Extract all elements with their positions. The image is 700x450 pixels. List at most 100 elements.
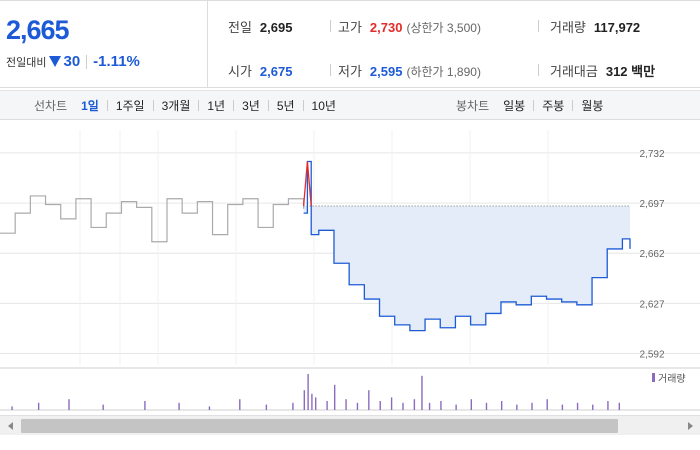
tab-weekly[interactable]: 주봉 xyxy=(542,99,565,113)
volume-bar xyxy=(607,401,609,410)
low-value: 2,595 xyxy=(369,64,403,79)
arrow-left-icon xyxy=(7,422,13,430)
above-reference-spike xyxy=(302,161,312,207)
volume-bar xyxy=(102,404,104,410)
volume-bar xyxy=(333,384,336,410)
chart-fill xyxy=(303,205,630,331)
stat-open: 시가 2,675 xyxy=(228,61,292,80)
volume-bar xyxy=(379,401,381,410)
y-tick-label: 2,592 xyxy=(639,350,664,361)
divider xyxy=(538,64,539,76)
change-label: 전일대비 xyxy=(6,56,47,69)
volume-bar xyxy=(390,397,393,410)
y-tick-label: 2,627 xyxy=(639,299,664,310)
quote-summary: 2,665 전일대비 30 -1.11% 전일 2,695 고가 2,730 (… xyxy=(0,0,700,88)
current-session-line xyxy=(303,160,631,332)
scroll-thumb[interactable] xyxy=(21,419,618,433)
divider xyxy=(330,20,331,32)
change-value: 30 xyxy=(63,53,81,70)
stat-trade-value: 거래대금 312 백만 xyxy=(550,61,655,80)
divider xyxy=(152,100,154,111)
intraday-price-chart: 2,732 2,697 2,662 2,627 2,592 거래량 xyxy=(0,120,700,415)
prev-close-label: 전일 xyxy=(228,20,252,35)
volume-bar xyxy=(303,390,306,410)
volume-bar xyxy=(356,402,359,410)
volume-bar xyxy=(292,402,294,410)
divider xyxy=(302,100,304,111)
scroll-right-button[interactable] xyxy=(680,416,700,436)
tab-1w[interactable]: 1주일 xyxy=(115,99,145,113)
volume-bar xyxy=(11,406,13,410)
divider xyxy=(198,100,200,111)
volume-bar xyxy=(307,374,309,410)
low-label: 저가 xyxy=(338,64,362,79)
trade-value-label: 거래대금 xyxy=(550,64,598,79)
divider xyxy=(86,54,88,69)
stat-high: 고가 2,730 (상한가 3,500) xyxy=(338,17,481,36)
volume-legend: 거래량 xyxy=(652,373,686,385)
volume-bar xyxy=(576,402,579,410)
tab-10y[interactable]: 10년 xyxy=(311,99,336,113)
volume-bar xyxy=(500,401,503,410)
volume-bar xyxy=(178,402,180,410)
volume-bar xyxy=(311,393,313,410)
divider xyxy=(267,100,269,111)
volume-bar xyxy=(516,404,518,410)
change-percent: -1.11% xyxy=(93,53,140,70)
high-label: 고가 xyxy=(338,20,362,35)
volume-bar xyxy=(440,401,442,410)
tab-daily[interactable]: 일봉 xyxy=(503,99,526,113)
divider xyxy=(538,20,539,32)
trade-value: 312 백만 xyxy=(605,64,656,79)
price-lines xyxy=(0,160,631,332)
tab-1d[interactable]: 1일 xyxy=(81,99,99,113)
volume-bar xyxy=(208,406,211,410)
chart-tab-bar: 선차트 1일 1주일 3개월 1년 3년 5년 10년 봉차트 일봉 주봉 월봉 xyxy=(0,90,700,120)
volume-bar xyxy=(421,375,423,410)
volume-bar xyxy=(326,401,328,410)
high-value: 2,730 xyxy=(369,20,403,35)
change-row: 전일대비 30 -1.11% xyxy=(6,53,140,70)
chart-scrollbar[interactable] xyxy=(0,415,700,435)
scroll-left-button[interactable] xyxy=(0,416,20,436)
tab-5y[interactable]: 5년 xyxy=(276,99,295,113)
volume-bar xyxy=(402,402,404,410)
tab-1y[interactable]: 1년 xyxy=(207,99,226,113)
volume-bar xyxy=(68,399,70,410)
candle-chart-tabs: 봉차트 일봉 주봉 월봉 xyxy=(456,91,605,120)
volume-bar xyxy=(531,402,533,410)
y-tick-label: 2,697 xyxy=(639,199,664,210)
divider xyxy=(330,64,331,76)
volume-bar xyxy=(470,399,473,410)
volume-bar xyxy=(618,402,621,410)
y-tick-label: 2,662 xyxy=(639,249,664,260)
previous-session-line xyxy=(0,195,305,243)
volume-bar xyxy=(144,401,146,410)
volume-bars xyxy=(11,374,621,410)
volume-legend-label: 거래량 xyxy=(658,373,686,385)
volume-bar xyxy=(315,397,317,410)
volume-bar xyxy=(413,399,416,410)
volume-bar xyxy=(455,404,457,410)
open-label: 시가 xyxy=(228,64,252,79)
upper-limit-note: (상한가 3,500) xyxy=(406,21,481,35)
price-box: 2,665 전일대비 30 -1.11% xyxy=(0,1,208,88)
divider xyxy=(533,100,535,111)
current-price: 2,665 xyxy=(6,15,70,45)
line-chart-tabs: 선차트 1일 1주일 3개월 1년 3년 5년 10년 xyxy=(34,91,338,120)
volume-bar xyxy=(546,399,548,410)
volume-label: 거래량 xyxy=(550,20,586,35)
volume-bar xyxy=(561,404,564,410)
lower-limit-note: (하한가 1,890) xyxy=(406,65,481,79)
tab-3y[interactable]: 3년 xyxy=(242,99,260,113)
open-value: 2,675 xyxy=(259,64,293,79)
tab-3m[interactable]: 3개월 xyxy=(161,99,191,113)
prev-close-value: 2,695 xyxy=(259,20,293,35)
volume-bar xyxy=(592,404,594,410)
tab-monthly[interactable]: 월봉 xyxy=(581,99,604,113)
volume-bar xyxy=(37,402,40,410)
line-chart-title: 선차트 xyxy=(34,99,68,113)
volume-bar xyxy=(368,390,370,410)
stat-prev-close: 전일 2,695 xyxy=(228,17,292,36)
y-tick-label: 2,732 xyxy=(639,149,664,160)
